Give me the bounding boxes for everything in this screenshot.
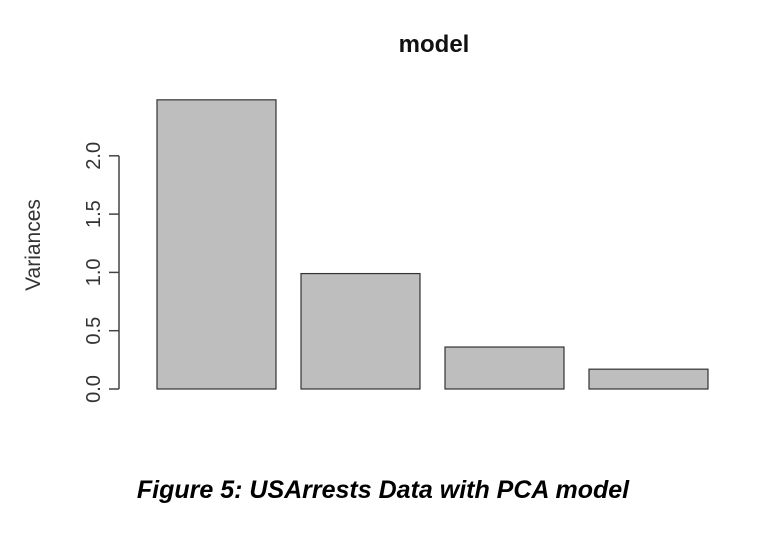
y-tick-label: 0.5	[83, 317, 105, 345]
chart-title: model	[399, 31, 470, 58]
bars-group	[156, 99, 709, 390]
y-tick-label: 0.0	[83, 375, 105, 403]
y-axis: 0.0 0.5 1.0 1.5 2.0	[83, 142, 120, 403]
y-tick-label: 1.5	[83, 200, 105, 228]
y-tick-label: 2.0	[83, 142, 105, 170]
bar-component-2	[300, 272, 421, 390]
bar-component-4	[588, 368, 709, 390]
figure-caption: Figure 5: USArrests Data with PCA model	[136, 476, 630, 504]
y-axis-label: Variances	[22, 199, 45, 291]
bar-component-1	[156, 99, 277, 390]
bar-component-3	[444, 346, 565, 390]
y-tick-label: 1.0	[83, 258, 105, 286]
